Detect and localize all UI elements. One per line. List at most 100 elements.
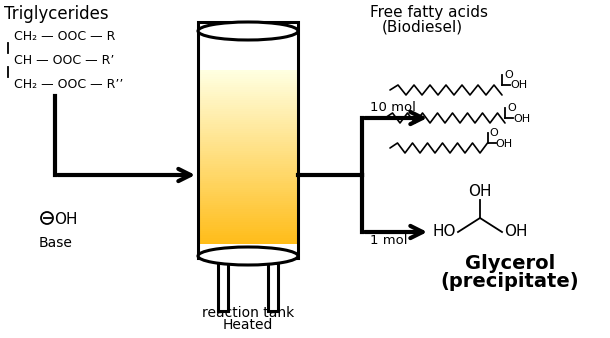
Bar [199, 159, 297, 162]
Bar [199, 168, 297, 170]
Bar [199, 111, 297, 114]
Bar [199, 135, 297, 138]
Bar [199, 238, 297, 240]
Bar [199, 103, 297, 105]
Ellipse shape [198, 247, 298, 265]
Bar [199, 107, 297, 109]
Bar [199, 148, 297, 150]
Bar [199, 205, 297, 207]
Bar [199, 127, 297, 129]
Text: CH — OOC — R’: CH — OOC — R’ [14, 53, 115, 67]
Text: OH: OH [510, 80, 527, 90]
Bar [199, 142, 297, 144]
Bar [199, 146, 297, 148]
Bar [199, 81, 297, 83]
Bar [199, 133, 297, 135]
Text: 10 mol: 10 mol [370, 101, 416, 114]
Bar [198, 22, 298, 258]
Bar [199, 122, 297, 124]
Bar [199, 212, 297, 214]
Bar [199, 157, 297, 159]
Bar [199, 94, 297, 96]
Bar [199, 188, 297, 190]
Ellipse shape [198, 22, 298, 40]
Text: Glycerol: Glycerol [465, 254, 555, 273]
Bar [199, 192, 297, 194]
Bar [199, 196, 297, 198]
Bar [199, 218, 297, 220]
Bar [199, 198, 297, 201]
Bar [199, 242, 297, 244]
Bar [199, 120, 297, 122]
Text: CH₂ — OOC — R’’: CH₂ — OOC — R’’ [14, 77, 123, 91]
Bar [199, 227, 297, 229]
Bar [199, 76, 297, 79]
Bar [199, 90, 297, 92]
Bar [199, 181, 297, 183]
Text: OH: OH [504, 224, 528, 240]
Text: O: O [504, 70, 513, 80]
Bar [199, 98, 297, 100]
Bar [218, 263, 228, 311]
Bar [199, 203, 297, 205]
Bar [199, 185, 297, 188]
Bar [199, 153, 297, 155]
Text: (Biodiesel): (Biodiesel) [382, 20, 463, 35]
Bar [199, 79, 297, 81]
Text: Heated: Heated [223, 318, 273, 332]
Bar [199, 190, 297, 192]
Bar [199, 155, 297, 157]
Bar [199, 240, 297, 242]
Bar [199, 209, 297, 212]
Bar [199, 144, 297, 146]
Text: OH: OH [495, 139, 512, 149]
Text: 1 mol: 1 mol [370, 234, 407, 247]
Text: Triglycerides: Triglycerides [4, 5, 109, 23]
Text: HO: HO [432, 224, 456, 240]
Bar [199, 118, 297, 120]
Bar [199, 72, 297, 74]
Bar [199, 131, 297, 133]
Bar [199, 116, 297, 118]
Bar [199, 138, 297, 140]
Bar [199, 233, 297, 236]
Bar [199, 140, 297, 142]
Bar [199, 220, 297, 222]
Bar [268, 263, 278, 311]
Bar [199, 170, 297, 172]
Text: OH: OH [54, 213, 77, 227]
Bar [199, 114, 297, 116]
Bar [199, 216, 297, 218]
Text: Free fatty acids: Free fatty acids [370, 5, 488, 20]
Bar [199, 96, 297, 98]
Bar [199, 70, 297, 72]
Text: reaction tank: reaction tank [202, 306, 294, 320]
Bar [199, 194, 297, 196]
Text: Base: Base [39, 236, 73, 250]
Bar [199, 164, 297, 166]
Bar [199, 201, 297, 203]
Bar [199, 177, 297, 179]
Bar [199, 222, 297, 224]
Text: OH: OH [513, 114, 530, 124]
Bar [199, 74, 297, 76]
Bar [199, 166, 297, 168]
Bar [199, 124, 297, 127]
Bar [199, 236, 297, 238]
Bar [199, 83, 297, 85]
Bar [199, 100, 297, 103]
Bar [199, 224, 297, 227]
Bar [199, 183, 297, 185]
Bar [199, 92, 297, 94]
Text: O: O [507, 103, 515, 113]
Text: O: O [489, 128, 498, 138]
Bar [199, 179, 297, 181]
Text: (precipitate): (precipitate) [440, 272, 580, 291]
Bar [199, 162, 297, 164]
Bar [199, 174, 297, 177]
Bar [199, 85, 297, 88]
Bar [199, 150, 297, 153]
Bar [199, 109, 297, 111]
Bar [199, 207, 297, 209]
Bar [199, 214, 297, 216]
